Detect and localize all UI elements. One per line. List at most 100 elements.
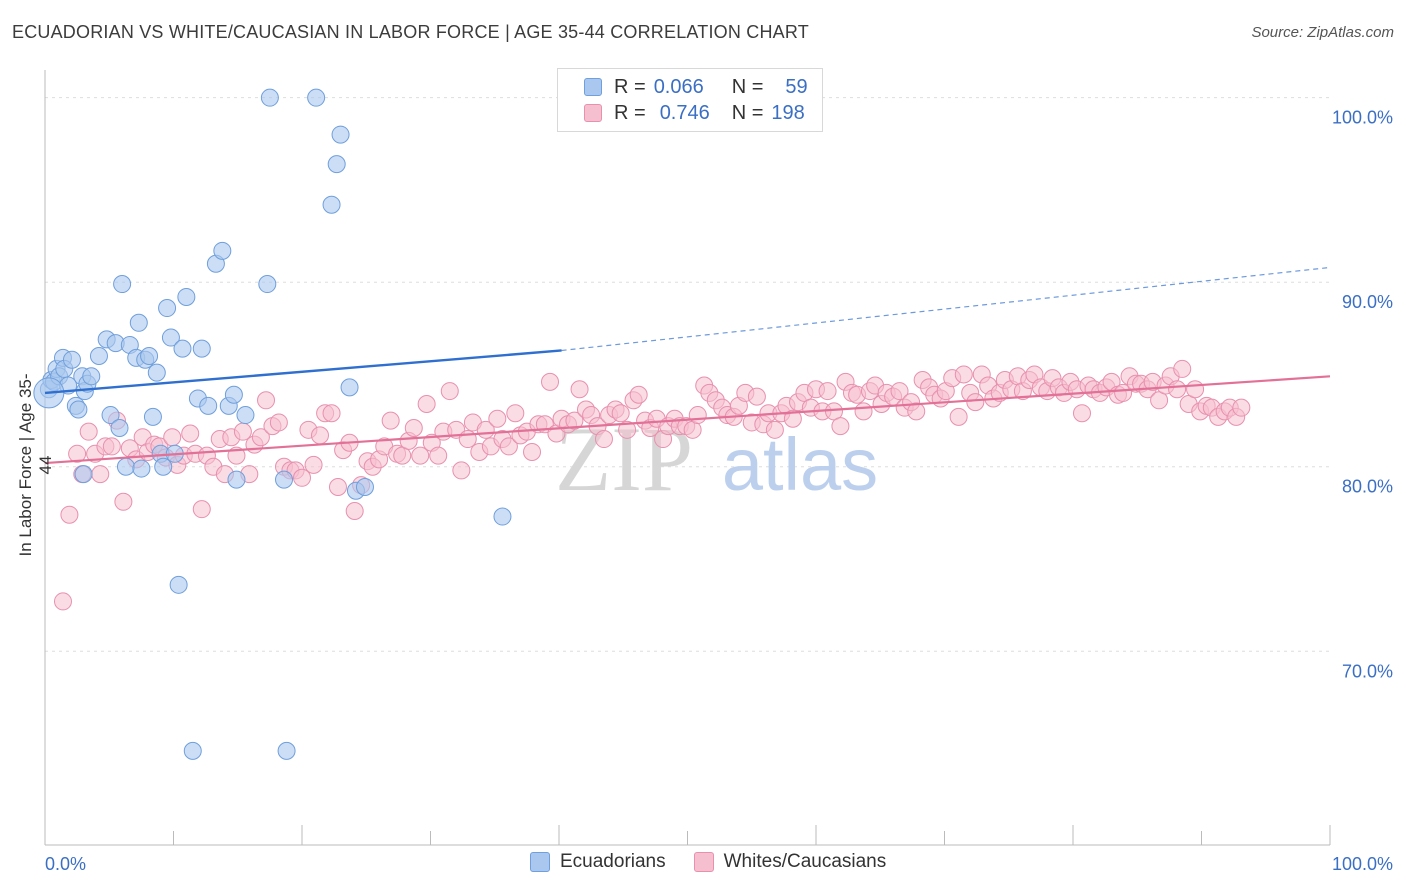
trend-ecuadorians: [44, 349, 562, 395]
x-tick-label: 100.0%: [1332, 854, 1393, 874]
series-legend: Ecuadorians Whites/Caucasians: [530, 851, 914, 873]
point-ecuadorians: [110, 418, 129, 437]
point-whites: [783, 409, 802, 428]
point-ecuadorians: [143, 407, 162, 426]
trend-whites: [44, 375, 1331, 465]
trend-ecuadorians-extension: [561, 266, 1331, 352]
point-whites: [890, 382, 909, 401]
axes: [44, 70, 1331, 846]
point-whites: [411, 446, 430, 465]
stats-row-ecuadorians: R = 0.066 N = 59: [584, 74, 808, 100]
point-whites: [79, 422, 98, 441]
point-whites: [293, 468, 311, 487]
point-ecuadorians: [327, 155, 346, 174]
point-ecuadorians: [275, 470, 294, 489]
point-ecuadorians: [224, 385, 243, 404]
point-ecuadorians: [154, 457, 173, 476]
point-whites: [417, 394, 436, 413]
point-whites: [629, 385, 648, 404]
r-value: 0.746: [659, 101, 710, 124]
point-whites: [565, 411, 584, 430]
point-ecuadorians: [355, 478, 374, 497]
point-ecuadorians: [62, 350, 81, 369]
chart-title: ECUADORIAN VS WHITE/CAUCASIAN IN LABOR F…: [12, 22, 809, 42]
point-whites: [818, 382, 837, 401]
point-whites: [328, 478, 347, 497]
point-ecuadorians: [173, 339, 192, 358]
point-ecuadorians: [277, 741, 296, 760]
point-whites: [381, 411, 400, 430]
point-whites: [304, 455, 323, 474]
y-tick-label: 80.0%: [1342, 477, 1393, 497]
tick-labels: 100.0% 90.0% 80.0% 70.0% 0.0% 100.0%: [45, 108, 1393, 874]
point-whites: [68, 444, 87, 463]
point-whites: [618, 420, 637, 439]
point-ecuadorians: [199, 396, 218, 415]
point-whites: [440, 382, 459, 401]
point-whites: [269, 413, 288, 432]
point-ecuadorians: [82, 367, 101, 386]
y-tick-label: 100.0%: [1332, 108, 1393, 128]
point-whites: [251, 428, 270, 447]
point-whites: [163, 428, 182, 447]
swatch-ecuadorians: [584, 78, 602, 96]
series-whites-points: [53, 359, 1251, 611]
point-whites: [611, 404, 630, 423]
point-ecuadorians: [140, 347, 159, 366]
swatch-whites: [584, 104, 602, 122]
point-ecuadorians: [183, 741, 202, 760]
point-whites: [523, 442, 542, 461]
n-value: 59: [785, 75, 808, 98]
point-whites: [345, 502, 364, 521]
source-label: Source: ZipAtlas.com: [1251, 24, 1394, 41]
point-whites: [452, 461, 471, 480]
point-ecuadorians: [493, 507, 512, 526]
y-tick-label: 70.0%: [1342, 661, 1393, 681]
stats-legend: R = 0.066 N = 59 R = 0.746 N = 198: [557, 68, 823, 132]
legend-swatch-ecuadorians: [530, 852, 550, 872]
point-ecuadorians: [260, 88, 279, 107]
point-ecuadorians: [161, 328, 180, 347]
point-whites: [541, 372, 560, 391]
point-whites: [854, 402, 873, 421]
point-whites: [257, 391, 276, 410]
y-tick-label: 90.0%: [1342, 292, 1393, 312]
point-ecuadorians: [169, 575, 188, 594]
point-ecuadorians: [113, 275, 132, 294]
watermark-atlas: atlas: [722, 423, 878, 506]
point-whites: [1072, 404, 1091, 423]
point-whites: [322, 404, 341, 423]
point-whites: [404, 418, 423, 437]
point-ecuadorians: [69, 400, 88, 419]
point-whites: [831, 417, 850, 436]
point-ecuadorians: [258, 275, 277, 294]
point-ecuadorians: [116, 457, 135, 476]
legend-label-whites: Whites/Caucasians: [723, 851, 887, 872]
point-ecuadorians: [331, 125, 350, 144]
point-whites: [570, 380, 589, 399]
point-whites: [181, 424, 200, 443]
point-ecuadorians: [132, 459, 151, 478]
point-whites: [488, 409, 507, 428]
r-value: 0.066: [653, 75, 704, 98]
trend-lines: [44, 266, 1331, 465]
y-axis-label: In Labor Force | Age 35-44: [16, 373, 55, 557]
point-whites: [192, 500, 211, 519]
point-whites: [688, 406, 707, 425]
point-ecuadorians: [192, 339, 211, 358]
point-whites: [1232, 398, 1251, 417]
point-ecuadorians: [147, 363, 166, 382]
point-ecuadorians: [89, 347, 108, 366]
legend-swatch-whites: [693, 852, 714, 872]
point-whites: [499, 437, 518, 456]
r-label: R =: [614, 101, 646, 124]
legend-label-ecuadorians: Ecuadorians: [560, 851, 666, 872]
point-whites: [765, 420, 784, 439]
stats-row-whites: R = 0.746 N = 198: [584, 100, 805, 126]
point-ecuadorians: [322, 195, 341, 214]
point-whites: [53, 592, 72, 611]
legend-item-ecuadorians: Ecuadorians: [530, 851, 666, 873]
point-ecuadorians: [101, 406, 120, 425]
point-whites: [506, 404, 525, 423]
point-ecuadorians: [74, 465, 93, 484]
